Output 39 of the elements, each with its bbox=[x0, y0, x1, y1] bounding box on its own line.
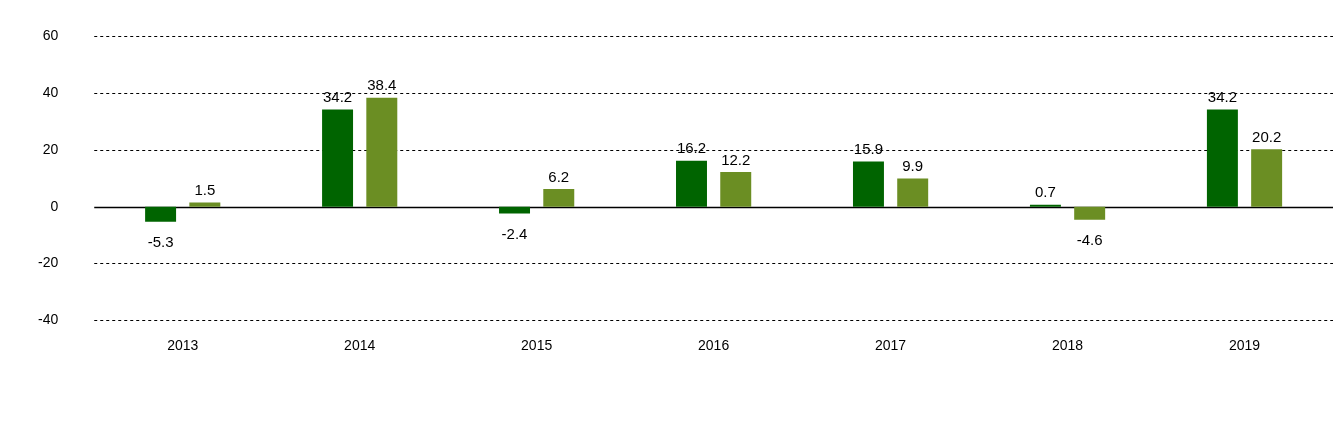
bar bbox=[1251, 149, 1283, 207]
y-tick-label: 60 bbox=[42, 27, 59, 44]
data-label: 9.9 bbox=[902, 157, 924, 175]
y-tick-label: -20 bbox=[38, 254, 59, 271]
y-tick-label: 20 bbox=[42, 140, 59, 157]
y-tick-label: -40 bbox=[38, 311, 59, 328]
data-label: -4.6 bbox=[1076, 231, 1103, 249]
data-label: 34.2 bbox=[322, 88, 353, 106]
x-tick-label: 2016 bbox=[698, 337, 730, 354]
bar bbox=[1074, 206, 1106, 220]
bar bbox=[852, 161, 884, 207]
data-label: 34.2 bbox=[1207, 88, 1237, 106]
data-label: 6.2 bbox=[548, 167, 570, 185]
bar bbox=[366, 97, 398, 207]
bar bbox=[720, 172, 752, 207]
x-tick-label: 2019 bbox=[1228, 337, 1261, 354]
x-tick-label: 2013 bbox=[167, 337, 199, 354]
bar bbox=[322, 109, 354, 207]
data-label: 16.2 bbox=[676, 139, 707, 157]
x-tick-label: 2014 bbox=[344, 337, 376, 354]
x-tick-label: 2015 bbox=[521, 337, 553, 354]
x-tick-label: 2018 bbox=[1051, 337, 1084, 354]
data-label: 0.7 bbox=[1035, 183, 1056, 201]
bar bbox=[1206, 109, 1238, 207]
bar bbox=[189, 202, 221, 207]
y-tick-label: 0 bbox=[50, 197, 59, 214]
data-label: 12.2 bbox=[721, 150, 751, 168]
data-label: 15.9 bbox=[853, 140, 884, 158]
data-label: 38.4 bbox=[367, 76, 397, 94]
bar bbox=[676, 160, 707, 207]
bar bbox=[145, 206, 177, 222]
data-label: 1.5 bbox=[194, 181, 216, 199]
data-label: -2.4 bbox=[501, 225, 528, 243]
data-label: -5.3 bbox=[147, 233, 174, 251]
bar bbox=[897, 178, 929, 207]
bar bbox=[543, 189, 575, 207]
y-tick-label: 40 bbox=[42, 84, 59, 101]
data-label: 20.2 bbox=[1252, 127, 1282, 145]
x-tick-label: 2017 bbox=[875, 337, 907, 354]
